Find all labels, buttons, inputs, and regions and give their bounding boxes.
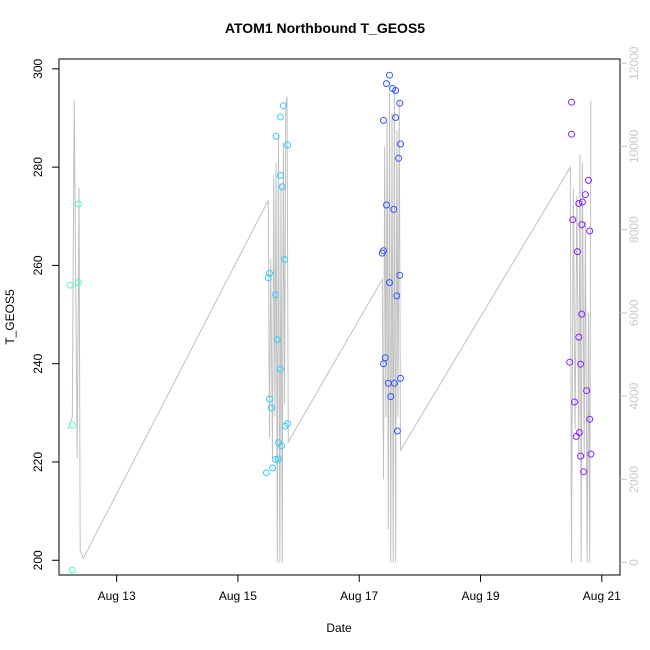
data-point [585, 176, 592, 184]
y-tick-label: 260 [31, 255, 45, 275]
x-tick-label: Aug 19 [461, 589, 499, 603]
altitude-line [67, 88, 592, 563]
data-point [578, 310, 586, 318]
data-point [392, 114, 400, 121]
data-point [262, 469, 270, 477]
data-point [279, 102, 287, 110]
data-point [393, 427, 401, 435]
y-tick-label: 240 [31, 353, 45, 373]
data-point [383, 80, 390, 88]
x-axis: Aug 13 Aug 15 Aug 17 Aug 19 Aug 21 [98, 575, 621, 603]
y-tick-label: 300 [31, 58, 45, 78]
data-point [276, 113, 284, 121]
data-point [392, 87, 400, 94]
data-point [267, 404, 275, 412]
data-point [380, 116, 387, 124]
y-tick-label: 200 [31, 550, 45, 570]
data-point [74, 200, 82, 208]
data-point [397, 374, 404, 382]
x-tick-label: Aug 15 [219, 589, 257, 603]
data-point [74, 279, 82, 287]
data-point [574, 248, 581, 256]
data-point [387, 393, 395, 401]
x-tick-label: Aug 13 [98, 589, 136, 603]
y2-tick-label: 12000 [627, 46, 641, 80]
data-point [264, 274, 272, 282]
data-point [272, 132, 280, 140]
data-point [278, 442, 286, 450]
data-point [587, 450, 595, 458]
data-point [568, 130, 575, 138]
data-point [577, 360, 585, 368]
y-axis-right: 0 2000 4000 6000 8000 10000 12000 [620, 46, 641, 566]
data-point [580, 468, 588, 476]
y2-tick-label: 8000 [627, 216, 641, 243]
data-point [68, 421, 76, 429]
data-point [272, 456, 279, 463]
data-point [566, 358, 574, 366]
data-point [281, 256, 289, 263]
y2-tick-label: 10000 [627, 129, 641, 163]
points-layer [66, 71, 595, 574]
plot-frame [58, 58, 621, 576]
data-point [68, 566, 76, 574]
data-point [575, 333, 583, 341]
data-point [380, 247, 387, 255]
data-point [66, 281, 74, 289]
data-point [381, 354, 389, 362]
data-point [383, 201, 390, 209]
data-point [278, 183, 286, 191]
data-point [386, 71, 393, 79]
x-tick-label: Aug 17 [340, 589, 378, 603]
x-axis-title: Date [326, 621, 352, 635]
y-axis-left: 200 220 240 260 280 300 [31, 58, 59, 570]
data-point [284, 420, 292, 428]
data-point [396, 99, 404, 107]
data-point [578, 198, 586, 206]
data-point [276, 365, 284, 373]
data-point [571, 398, 578, 406]
data-point [396, 271, 404, 279]
data-point [386, 279, 393, 287]
y2-tick-label: 4000 [627, 382, 641, 409]
data-point [390, 379, 398, 387]
data-point [581, 191, 589, 199]
y-tick-label: 220 [31, 452, 45, 472]
data-point [569, 216, 577, 224]
data-point [395, 154, 403, 162]
data-point [393, 292, 401, 300]
data-point [568, 98, 575, 106]
data-point [275, 455, 282, 463]
data-point [276, 172, 284, 179]
data-point [583, 387, 591, 395]
data-point [578, 221, 586, 229]
data-point [284, 141, 292, 149]
chart-title: ATOM1 Northbound T_GEOS5 [224, 20, 426, 36]
y2-tick-label: 2000 [627, 466, 641, 493]
data-point [273, 336, 281, 344]
y2-tick-label: 0 [627, 559, 641, 566]
altitude-line-layer [67, 88, 592, 563]
data-point [269, 464, 276, 472]
data-point [266, 395, 273, 403]
data-point [266, 269, 273, 277]
y2-tick-label: 6000 [627, 299, 641, 326]
data-point [575, 200, 583, 207]
data-point [390, 205, 398, 213]
data-point [575, 429, 583, 436]
data-point [586, 415, 594, 423]
data-point [397, 140, 404, 148]
y-tick-label: 280 [31, 157, 45, 177]
data-point [272, 291, 279, 299]
y-axis-title: T_GEOS5 [3, 289, 17, 345]
data-point [577, 452, 585, 460]
x-tick-label: Aug 21 [583, 589, 621, 603]
data-point [586, 227, 594, 235]
